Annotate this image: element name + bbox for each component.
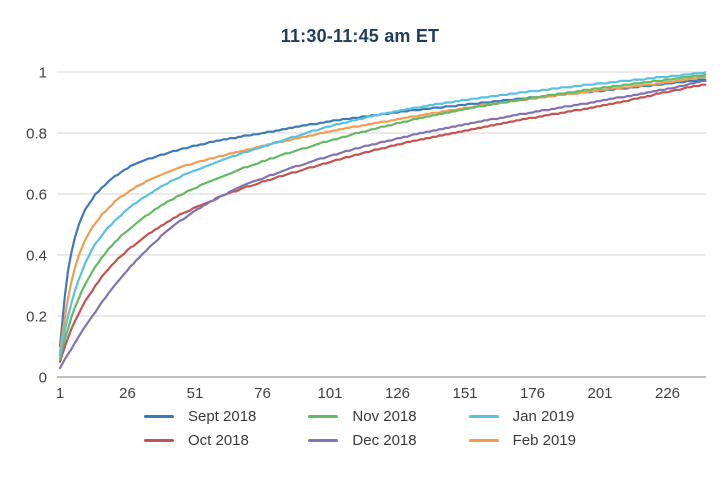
legend-item-jan-2019: Jan 2019	[468, 408, 576, 425]
series-line-feb-2019	[58, 76, 707, 354]
legend-swatch-icon	[468, 415, 499, 418]
y-tick-label: 1	[39, 64, 47, 81]
legend-item-feb-2019: Feb 2019	[468, 432, 576, 449]
y-tick-label: 0.2	[26, 308, 47, 325]
legend-label: Feb 2019	[512, 432, 576, 449]
legend-swatch-icon	[468, 439, 499, 442]
x-tick-label: 26	[119, 385, 136, 402]
legend-item-oct-2018: Oct 2018	[143, 432, 256, 449]
x-tick-label: 201	[587, 385, 612, 402]
x-tick-label: 126	[385, 385, 410, 402]
series-line-sept-2018	[58, 78, 707, 348]
legend-grid: Sept 2018 Oct 2018 Nov 2018 Dec 2018 Jan 201…	[143, 408, 576, 449]
x-tick-label: 1	[56, 385, 64, 402]
legend-item-dec-2018: Dec 2018	[308, 432, 417, 449]
legend-label: Dec 2018	[352, 432, 417, 449]
legend-swatch-icon	[143, 439, 174, 442]
legend-label: Nov 2018	[352, 408, 417, 425]
x-tick-label: 101	[317, 385, 342, 402]
series-line-jan-2019	[58, 70, 707, 357]
legend-label: Sept 2018	[187, 408, 257, 425]
legend-swatch-icon	[143, 415, 174, 418]
legend-swatch-icon	[308, 439, 339, 442]
y-tick-label: 0.4	[26, 247, 47, 264]
plot-area: 00.20.40.60.811 26 51 76 101 126 151 176 201 226	[26, 64, 707, 402]
y-tick-label: 0.8	[26, 125, 47, 142]
series-line-oct-2018	[58, 83, 707, 363]
x-tick-label: 176	[520, 385, 545, 402]
y-tick-label: 0	[39, 369, 47, 386]
legend-swatch-icon	[308, 415, 339, 418]
x-tick-label: 76	[254, 385, 271, 402]
legend: Sept 2018 Oct 2018 Nov 2018 Dec 2018 Jan 201…	[0, 408, 720, 449]
x-tick-label: 51	[187, 385, 204, 402]
legend-label: Jan 2019	[512, 408, 575, 425]
legend-label: Oct 2018	[187, 432, 249, 449]
x-tick-label: 151	[452, 385, 477, 402]
series-line-dec-2018	[58, 79, 707, 370]
x-tick-label: 226	[655, 385, 680, 402]
y-tick-label: 0.6	[26, 186, 47, 203]
legend-item-sept-2018: Sept 2018	[143, 408, 257, 425]
legend-item-nov-2018: Nov 2018	[308, 408, 417, 425]
series-line-nov-2018	[58, 73, 707, 361]
chart-title: 11:30-11:45 am ET	[280, 26, 440, 46]
